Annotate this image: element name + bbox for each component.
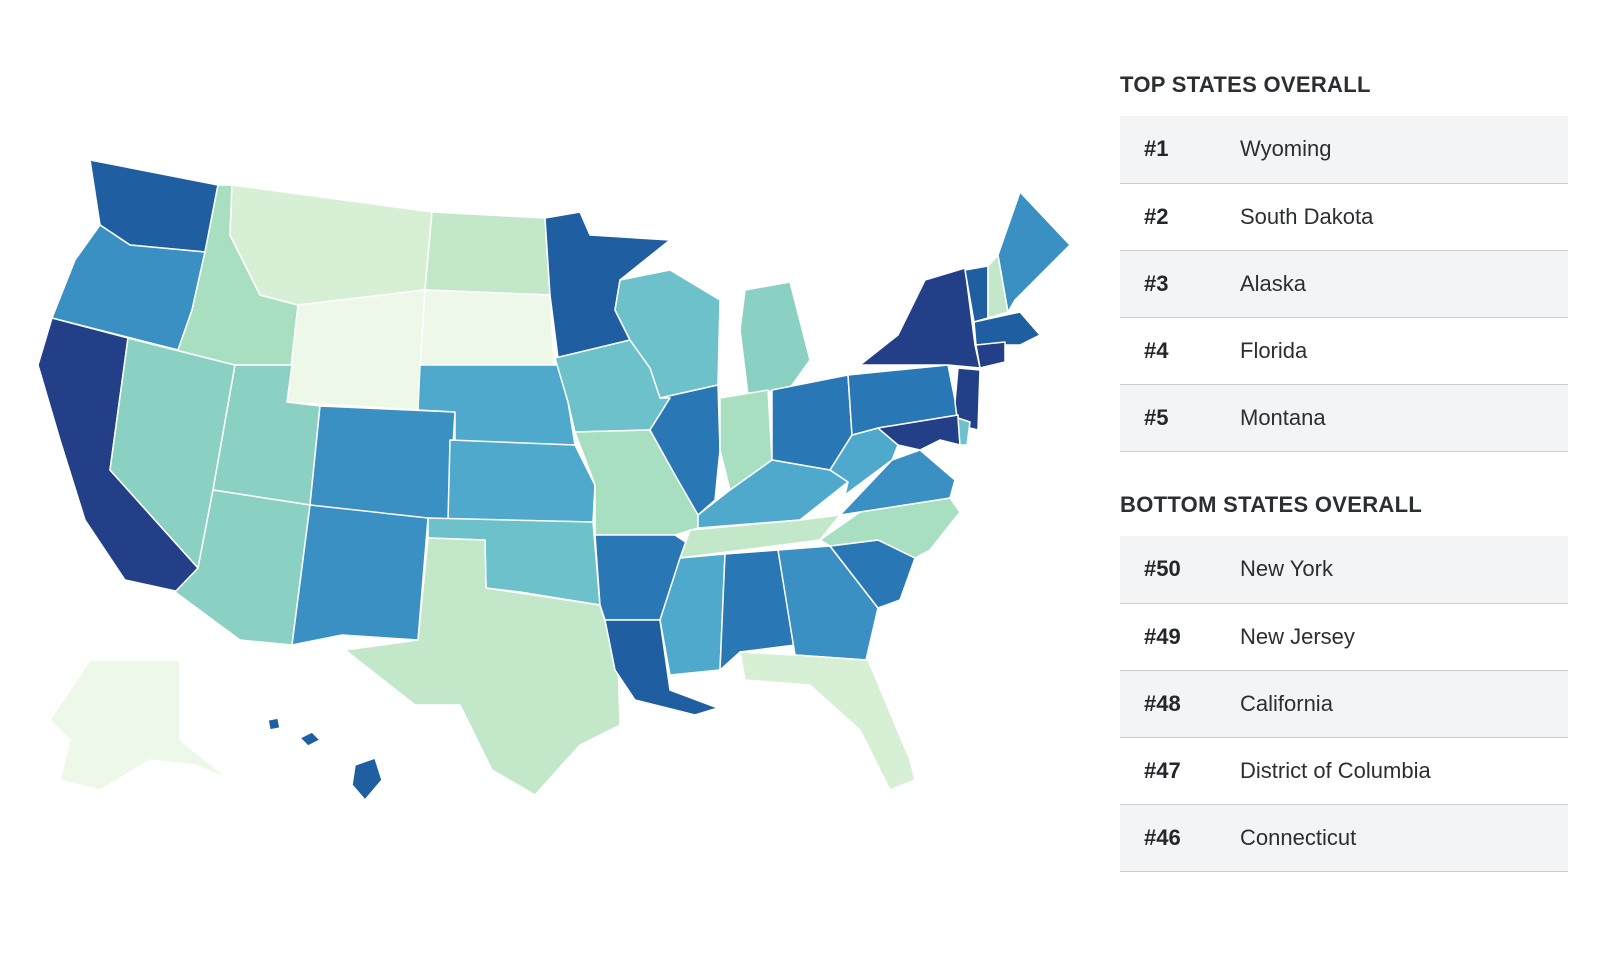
state-connecticut[interactable] bbox=[975, 341, 1006, 369]
state-new-mexico[interactable] bbox=[291, 504, 429, 646]
bottom-states-table: #50 New York #49 New Jersey #48 Californ… bbox=[1120, 536, 1568, 872]
top-states-heading: TOP STATES OVERALL bbox=[1120, 72, 1371, 97]
state-name: District of Columbia bbox=[1240, 737, 1568, 805]
state-maryland[interactable] bbox=[877, 414, 961, 451]
state-name: South Dakota bbox=[1240, 183, 1568, 251]
state-name: Wyoming bbox=[1240, 116, 1568, 184]
rank-number: #3 bbox=[1120, 250, 1240, 318]
top-states-panel: TOP STATES OVERALL #1 Wyoming #2 South D… bbox=[1120, 72, 1568, 452]
rank-number: #49 bbox=[1120, 603, 1240, 671]
state-name: Florida bbox=[1240, 317, 1568, 385]
state-florida[interactable] bbox=[739, 651, 916, 791]
rank-number: #47 bbox=[1120, 737, 1240, 805]
state-mississippi[interactable] bbox=[659, 553, 726, 676]
rank-number: #46 bbox=[1120, 804, 1240, 872]
state-texas[interactable] bbox=[344, 537, 621, 796]
state-name: Montana bbox=[1240, 384, 1568, 452]
state-tennessee[interactable] bbox=[679, 514, 841, 559]
state-alaska[interactable] bbox=[49, 659, 231, 791]
state-name: New York bbox=[1240, 536, 1568, 604]
state-maine[interactable] bbox=[997, 191, 1071, 313]
state-hawaii[interactable] bbox=[267, 717, 383, 801]
table-row: #48 California bbox=[1120, 670, 1568, 738]
state-georgia[interactable] bbox=[777, 545, 879, 661]
table-row: #49 New Jersey bbox=[1120, 603, 1568, 671]
state-massachusetts[interactable] bbox=[973, 311, 1041, 346]
state-name: California bbox=[1240, 670, 1568, 738]
state-name: Connecticut bbox=[1240, 804, 1568, 872]
rank-number: #48 bbox=[1120, 670, 1240, 738]
state-michigan[interactable] bbox=[739, 281, 811, 396]
top-states-table: #1 Wyoming #2 South Dakota #3 Alaska #4 … bbox=[1120, 116, 1568, 452]
table-row: #5 Montana bbox=[1120, 384, 1568, 452]
rank-number: #2 bbox=[1120, 183, 1240, 251]
table-row: #2 South Dakota bbox=[1120, 183, 1568, 251]
state-alabama[interactable] bbox=[719, 549, 796, 671]
rank-number: #50 bbox=[1120, 536, 1240, 604]
state-montana[interactable] bbox=[229, 184, 433, 306]
us-choropleth-map bbox=[37, 159, 1071, 801]
state-kansas[interactable] bbox=[447, 439, 596, 523]
table-row: #3 Alaska bbox=[1120, 250, 1568, 318]
rank-number: #5 bbox=[1120, 384, 1240, 452]
rank-number: #1 bbox=[1120, 116, 1240, 184]
state-name: New Jersey bbox=[1240, 603, 1568, 671]
table-row: #1 Wyoming bbox=[1120, 116, 1568, 184]
state-north-dakota[interactable] bbox=[424, 211, 551, 296]
table-row: #46 Connecticut bbox=[1120, 804, 1568, 872]
table-row: #50 New York bbox=[1120, 536, 1568, 604]
bottom-states-panel: BOTTOM STATES OVERALL #50 New York #49 N… bbox=[1120, 492, 1568, 872]
state-name: Alaska bbox=[1240, 250, 1568, 318]
state-new-york[interactable] bbox=[859, 267, 981, 369]
table-row: #4 Florida bbox=[1120, 317, 1568, 385]
state-wyoming[interactable] bbox=[286, 289, 426, 411]
state-delaware[interactable] bbox=[957, 417, 971, 446]
bottom-states-heading: BOTTOM STATES OVERALL bbox=[1120, 492, 1423, 517]
rank-number: #4 bbox=[1120, 317, 1240, 385]
table-row: #47 District of Columbia bbox=[1120, 737, 1568, 805]
